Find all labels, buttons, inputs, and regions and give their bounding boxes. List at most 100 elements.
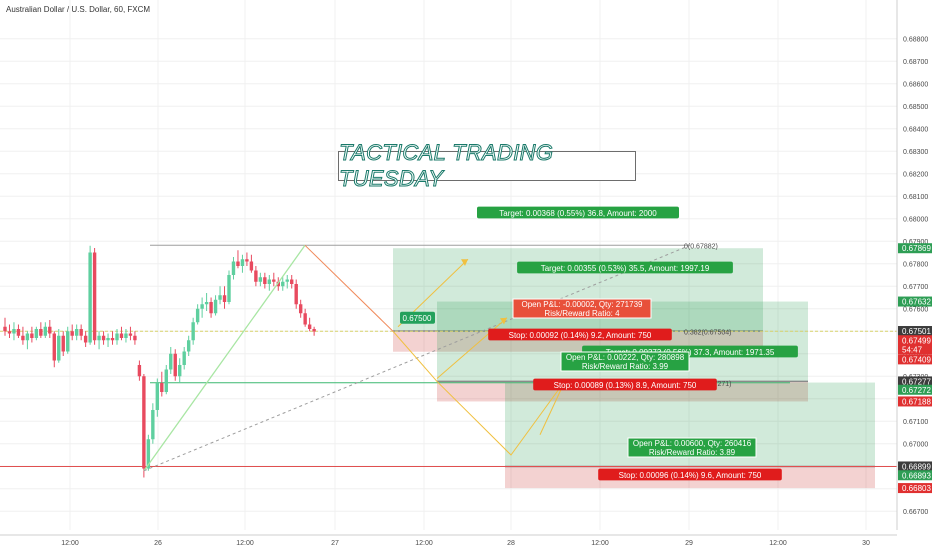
price-tick: 0.68000 bbox=[903, 216, 928, 223]
pnl-box-bg bbox=[560, 351, 690, 372]
candle-body bbox=[240, 259, 245, 266]
candle-body bbox=[164, 369, 168, 392]
candle-body bbox=[298, 304, 303, 314]
candle-body bbox=[137, 365, 142, 377]
stop-label-bg bbox=[598, 468, 782, 481]
price-tick: 0.67100 bbox=[903, 419, 928, 426]
pnl-box-rr: Risk/Reward Ratio: 3.89 bbox=[649, 448, 736, 457]
candle-body bbox=[133, 335, 137, 341]
candle-body bbox=[204, 302, 209, 305]
price-tick: 0.68500 bbox=[903, 104, 928, 111]
candle-body bbox=[16, 329, 21, 336]
candle-body bbox=[290, 279, 294, 284]
price-tick: 0.68800 bbox=[903, 36, 928, 43]
stop-label: Stop: 0.00089 (0.13%) 8.9, Amount: 750 bbox=[554, 381, 697, 390]
price-tag: 0.67277 bbox=[902, 377, 931, 386]
candle-body bbox=[173, 353, 177, 377]
candle-body bbox=[258, 277, 263, 282]
candle-body bbox=[83, 335, 88, 343]
stop-label: Stop: 0.00092 (0.14%) 9.2, Amount: 750 bbox=[509, 331, 652, 340]
pnl-box-pnl: Open P&L: -0.00002, Qty: 271739 bbox=[522, 300, 644, 309]
arrow-c bbox=[539, 385, 564, 435]
symbol-header: Australian Dollar / U.S. Dollar, 60, FXC… bbox=[6, 5, 151, 14]
candle-body bbox=[12, 329, 16, 334]
fib-label: 0(0.67882) bbox=[684, 243, 718, 250]
price-tick: 0.68600 bbox=[903, 81, 928, 88]
price-tick: 0.68400 bbox=[903, 126, 928, 133]
stop-label-bg bbox=[533, 378, 717, 391]
candle-body bbox=[124, 333, 128, 338]
price-tick: 0.68100 bbox=[903, 194, 928, 201]
candle-body bbox=[88, 252, 92, 343]
price-tick: 0.68700 bbox=[903, 59, 928, 66]
price-tag-bg bbox=[898, 344, 932, 355]
time-tick: 27 bbox=[331, 540, 339, 547]
candle-body bbox=[267, 279, 272, 284]
candle-body bbox=[146, 439, 151, 469]
candle-body bbox=[119, 333, 124, 338]
candle-body bbox=[79, 329, 83, 336]
candle-body bbox=[312, 329, 316, 332]
candle-body bbox=[34, 329, 39, 338]
time-axis-bg bbox=[0, 530, 932, 550]
price-tag: 0.67632 bbox=[902, 298, 931, 307]
price-tag: 0.66803 bbox=[902, 484, 931, 493]
candle-body bbox=[43, 326, 48, 336]
price-tag-bg bbox=[898, 296, 932, 307]
price-tick: 0.68200 bbox=[903, 171, 928, 178]
candle-body bbox=[169, 353, 173, 370]
price-tag: 0.67869 bbox=[902, 244, 931, 253]
stop-label-bg bbox=[488, 328, 672, 341]
time-axis: 12:00 26 12:00 27 12:00 28 12:00 29 12:00 30 bbox=[0, 530, 932, 550]
candle-body bbox=[231, 261, 236, 275]
candle-body bbox=[200, 304, 204, 309]
pnl-box-bg bbox=[627, 437, 757, 458]
price-tick: 0.66700 bbox=[903, 509, 928, 516]
candle-body bbox=[57, 335, 61, 361]
candle-body bbox=[48, 326, 52, 334]
price-tick: 0.67600 bbox=[903, 306, 928, 313]
candle-body bbox=[236, 261, 240, 266]
candle-body bbox=[249, 261, 254, 271]
candle-body bbox=[245, 259, 249, 262]
candle-body bbox=[110, 338, 115, 341]
candle-body bbox=[7, 331, 12, 334]
price-tag: 0.67272 bbox=[902, 386, 931, 395]
target-label: Target: 0.00373 (0.56%) 37.3, Amount: 19… bbox=[606, 348, 775, 357]
candle-body bbox=[191, 322, 195, 341]
candle-body bbox=[101, 335, 106, 341]
price-tag: 0.67409 bbox=[902, 355, 931, 364]
candle-body bbox=[39, 329, 43, 336]
candle-body bbox=[182, 351, 186, 365]
price-tag: 0.67188 bbox=[902, 397, 931, 406]
candle-body bbox=[263, 277, 267, 284]
time-tick: 26 bbox=[154, 540, 162, 547]
candles bbox=[3, 245, 316, 478]
callout-box bbox=[400, 311, 435, 324]
arrow-a-head bbox=[461, 259, 468, 266]
candle-body bbox=[272, 279, 276, 282]
target-label: Target: 0.00368 (0.55%) 36.8, Amount: 20… bbox=[499, 209, 657, 218]
arrow-b-head bbox=[500, 317, 507, 325]
price-tag-bg bbox=[898, 335, 932, 346]
candle-body bbox=[218, 295, 222, 300]
time-tick: 12:00 bbox=[769, 540, 787, 547]
candle-body bbox=[97, 335, 101, 341]
price-tick: 0.68300 bbox=[903, 149, 928, 156]
arrow-b bbox=[436, 317, 508, 379]
candle-body bbox=[151, 410, 155, 440]
price-tick: 0.67900 bbox=[903, 239, 928, 246]
title-box: TACTICAL TRADING TUESDAY bbox=[338, 140, 636, 192]
candle-body bbox=[155, 383, 160, 410]
time-tick: 12:00 bbox=[415, 540, 433, 547]
price-tag: 0.67501 bbox=[902, 327, 931, 336]
fib-label: 0.382(0.67504) bbox=[684, 329, 731, 336]
candle-body bbox=[307, 324, 312, 329]
candle-body bbox=[294, 284, 298, 305]
uptrend-line bbox=[143, 244, 306, 472]
pnl-box-pnl: Open P&L: 0.00222, Qty: 280898 bbox=[566, 353, 685, 362]
candle-body bbox=[285, 279, 289, 282]
price-tag-bg bbox=[898, 243, 932, 254]
callout-text: 0.67500 bbox=[403, 314, 432, 323]
